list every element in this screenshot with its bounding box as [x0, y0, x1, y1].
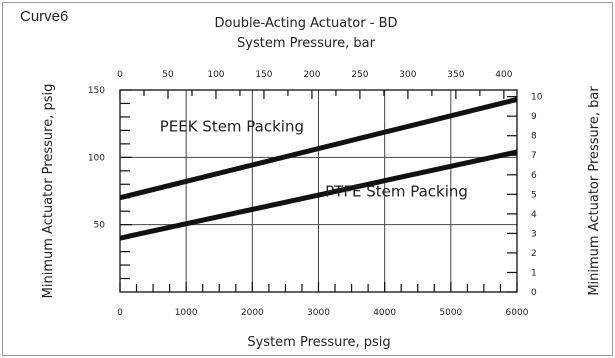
- x-bottom-tick-label: 3000: [307, 308, 330, 318]
- y-right-tick-label: 8: [531, 132, 537, 142]
- plot-area-border: [119, 89, 518, 293]
- x-bottom-tick-label: 2000: [241, 308, 264, 318]
- x-bottom-tick-label: 0: [117, 308, 123, 318]
- x-top-axis-label: System Pressure, bar: [237, 36, 376, 51]
- y-right-tick-label: 0: [531, 288, 537, 298]
- y-right-tick-label: 2: [531, 249, 537, 259]
- x-top-tick-label: 400: [495, 70, 512, 80]
- y-right-tick-label: 9: [531, 112, 537, 122]
- x-bottom-tick-label: 6000: [506, 308, 529, 318]
- y-right-tick-label: 3: [531, 229, 537, 239]
- x-bottom-tick-label: 5000: [439, 308, 462, 318]
- y-right-tick-label: 5: [531, 190, 537, 200]
- x-bottom-tick-label: 1000: [175, 308, 198, 318]
- x-top-tick-label: 200: [303, 70, 320, 80]
- figure-label: Curve6: [20, 8, 69, 25]
- y-right-tick-label: 1: [531, 268, 537, 278]
- series-label: PEEK Stem Packing: [160, 118, 304, 136]
- series-labels: PEEK Stem Packing PTFE Stem Packing: [160, 118, 468, 201]
- y-right-tick-label: 7: [531, 151, 537, 161]
- chart-title: Double-Acting Actuator - BD: [214, 16, 397, 31]
- y-right-tick-label: 6: [531, 171, 537, 181]
- x-top-tick-label: 100: [207, 70, 224, 80]
- x-bottom-axis-label: System Pressure, psig: [247, 335, 390, 350]
- series-line: [119, 96, 518, 201]
- y-left-tick-label: 100: [88, 153, 105, 163]
- x-top-tick-label: 350: [447, 70, 464, 80]
- y-right-tick-label: 10: [531, 93, 543, 103]
- x-top-tick-label: 250: [351, 70, 368, 80]
- x-bottom-tick-label: 4000: [373, 308, 396, 318]
- y-left-axis-label: Minimum Actuator Pressure, psig: [41, 84, 56, 299]
- series-line: [119, 149, 518, 241]
- x-top-tick-label: 300: [399, 70, 416, 80]
- x-top-tick-label: 0: [117, 70, 123, 80]
- y-left-tick-label: 50: [94, 221, 106, 231]
- y-right-axis-label: Minimum Actuator Pressure, bar: [587, 86, 602, 296]
- series-label: PTFE Stem Packing: [325, 182, 468, 200]
- y-left-tick-label: 150: [88, 86, 105, 96]
- x-top-tick-label: 50: [162, 70, 174, 80]
- y-right-tick-label: 4: [531, 210, 537, 220]
- series-lines: [119, 96, 518, 241]
- x-top-tick-label: 150: [255, 70, 272, 80]
